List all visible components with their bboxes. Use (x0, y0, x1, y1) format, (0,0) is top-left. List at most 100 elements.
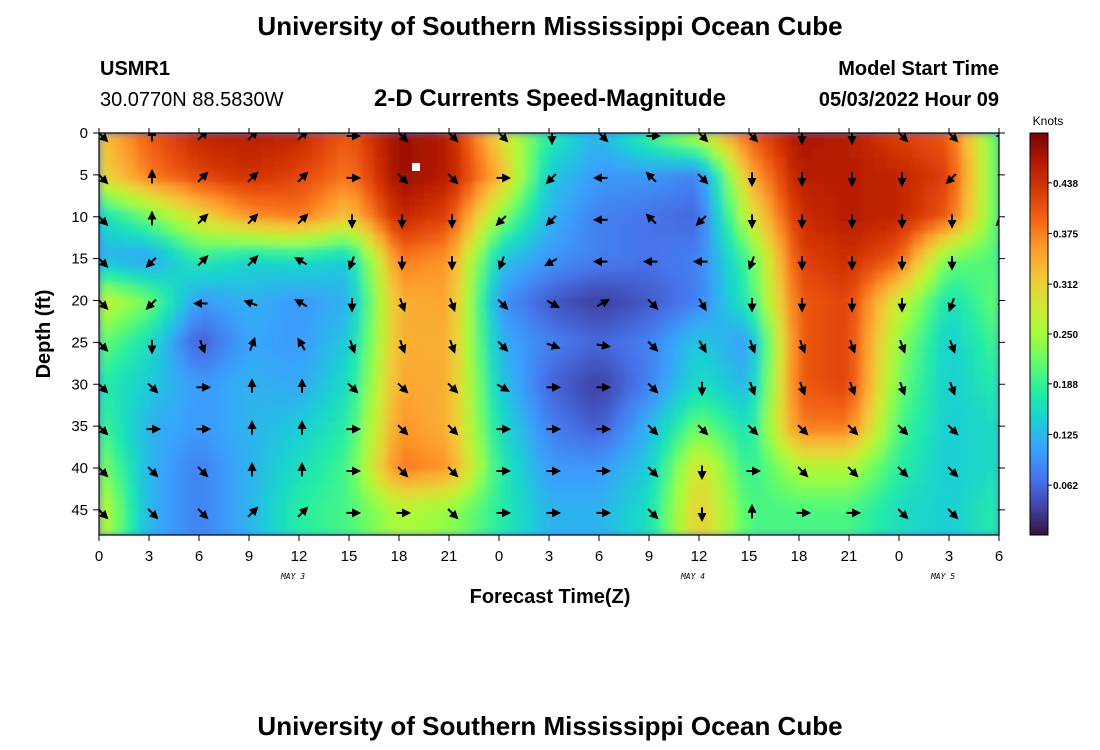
heatmap-cell (161, 384, 175, 398)
heatmap-cell (811, 421, 825, 436)
heatmap-cell (674, 158, 688, 172)
heatmap-cell (786, 434, 800, 448)
heatmap-cell (986, 308, 999, 323)
heatmap-cell (561, 170, 575, 185)
heatmap-cell (461, 396, 475, 411)
heatmap-cell (399, 409, 413, 423)
heatmap-cell (861, 371, 875, 386)
heatmap-cell (249, 133, 263, 147)
heatmap-cell (961, 246, 975, 260)
heatmap-cell (449, 434, 463, 448)
heatmap-cell (699, 459, 713, 473)
heatmap-cell (936, 459, 950, 473)
heatmap-cell (624, 158, 638, 172)
heatmap-cell (161, 334, 175, 348)
heatmap-cell (811, 321, 825, 335)
heatmap-cell (211, 396, 225, 411)
heatmap-cell (161, 133, 175, 147)
heatmap-cell (386, 509, 400, 524)
heatmap-cell (574, 497, 588, 511)
heatmap-cell (449, 271, 463, 285)
heatmap-cell (186, 522, 200, 535)
heatmap-cell (599, 384, 613, 398)
heatmap-cell (136, 334, 150, 348)
heatmap-cell (386, 246, 400, 260)
heatmap-cell (624, 484, 638, 499)
heatmap-cell (599, 283, 613, 298)
heatmap-cell (549, 308, 563, 323)
heatmap-cell (961, 459, 975, 473)
heatmap-cell (124, 346, 138, 360)
x-tick-label: 15 (741, 548, 758, 565)
heatmap-cell (336, 421, 350, 436)
heatmap-cell (349, 271, 363, 285)
heatmap-cell (386, 133, 400, 147)
current-arrow (497, 340, 509, 352)
heatmap-cell (286, 233, 300, 247)
heatmap-cell (286, 208, 300, 222)
heatmap-cell (336, 271, 350, 285)
heatmap-cell (186, 195, 200, 210)
heatmap-cell (774, 421, 788, 436)
heatmap-cell (449, 195, 463, 210)
heatmap-cell (149, 158, 163, 172)
heatmap-cell (611, 246, 625, 260)
heatmap-cell (311, 396, 325, 411)
heatmap-cell (936, 233, 950, 247)
heatmap-cell (499, 145, 513, 159)
heatmap-cell (636, 283, 650, 298)
heatmap-cell (486, 509, 500, 524)
heatmap-cell (586, 296, 600, 310)
heatmap-cell (661, 409, 675, 423)
heatmap-cell (249, 434, 263, 448)
heatmap-cell (924, 396, 938, 411)
heatmap-cell (174, 158, 188, 172)
heatmap-cell (411, 359, 425, 373)
heatmap-cell (874, 371, 888, 386)
heatmap-cell (336, 334, 350, 348)
heatmap-cell (361, 308, 375, 323)
heatmap-cell (974, 246, 988, 260)
heatmap-cell (924, 409, 938, 423)
heatmap-cell (861, 183, 875, 197)
heatmap-cell (761, 145, 775, 159)
heatmap-cell (961, 447, 975, 461)
heatmap-cell (274, 183, 288, 197)
heatmap-cell (161, 258, 175, 272)
heatmap-cell (824, 472, 838, 486)
heatmap-cell (824, 183, 838, 197)
heatmap-cell (299, 359, 313, 373)
heatmap-cell (511, 233, 525, 247)
heatmap-cell (774, 447, 788, 461)
heatmap-cell (786, 220, 800, 235)
heatmap-cell (886, 346, 900, 360)
heatmap-cell (574, 208, 588, 222)
heatmap-cell (899, 183, 913, 197)
heatmap-cell (236, 308, 250, 323)
heatmap-cell (799, 359, 813, 373)
heatmap-cell (924, 359, 938, 373)
heatmap-cell (324, 334, 338, 348)
heatmap-cell (374, 183, 388, 197)
heatmap-cell (211, 497, 225, 511)
heatmap-cell (436, 271, 450, 285)
x-tick-label: 18 (391, 548, 408, 565)
heatmap-cell (349, 359, 363, 373)
heatmap-cell (449, 409, 463, 423)
heatmap-cell (936, 208, 950, 222)
heatmap-cell (149, 396, 163, 411)
heatmap-cell (724, 170, 738, 185)
heatmap-cell (936, 371, 950, 386)
heatmap-cell (549, 484, 563, 499)
heatmap-cell (936, 472, 950, 486)
heatmap-cell (799, 271, 813, 285)
heatmap-cell (549, 522, 563, 535)
heatmap-cell (336, 472, 350, 486)
heatmap-cell (224, 346, 238, 360)
heatmap-cell (149, 447, 163, 461)
heatmap-cell (861, 359, 875, 373)
heatmap-cell (499, 484, 513, 499)
heatmap-cell (636, 170, 650, 185)
heatmap-cell (186, 233, 200, 247)
